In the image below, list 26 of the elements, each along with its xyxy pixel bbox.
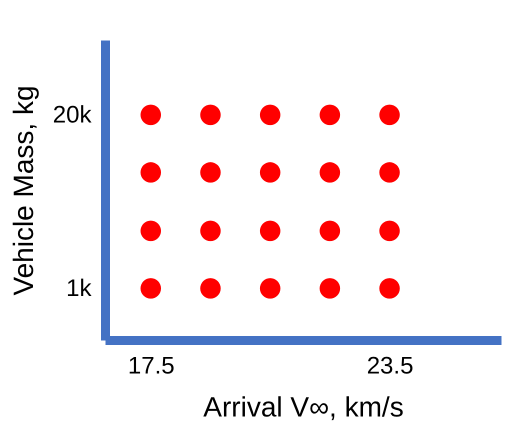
point: [200, 278, 221, 299]
point: [200, 162, 221, 183]
y-tick-label: 20k: [52, 101, 92, 128]
x-axis-title: Arrival V∞, km/s: [203, 392, 404, 422]
point: [260, 278, 280, 299]
point: [200, 220, 221, 242]
point: [140, 104, 162, 126]
point: [260, 104, 280, 126]
point: [379, 220, 400, 242]
point: [320, 104, 340, 126]
x-tick-label: 23.5: [366, 352, 414, 380]
point: [379, 104, 400, 126]
point: [320, 220, 340, 242]
point: [140, 220, 162, 242]
point: [260, 162, 280, 183]
point: [140, 162, 162, 183]
x-tick-label: 17.5: [128, 352, 175, 380]
point: [200, 104, 221, 126]
point: [379, 162, 400, 183]
point: [320, 278, 340, 299]
y-tick-label: 1k: [66, 274, 92, 302]
point: [140, 278, 162, 299]
point: [260, 220, 280, 242]
point: [379, 278, 400, 299]
point: [320, 162, 340, 183]
y-axis-title: Vehicle Mass, kg: [8, 85, 39, 296]
